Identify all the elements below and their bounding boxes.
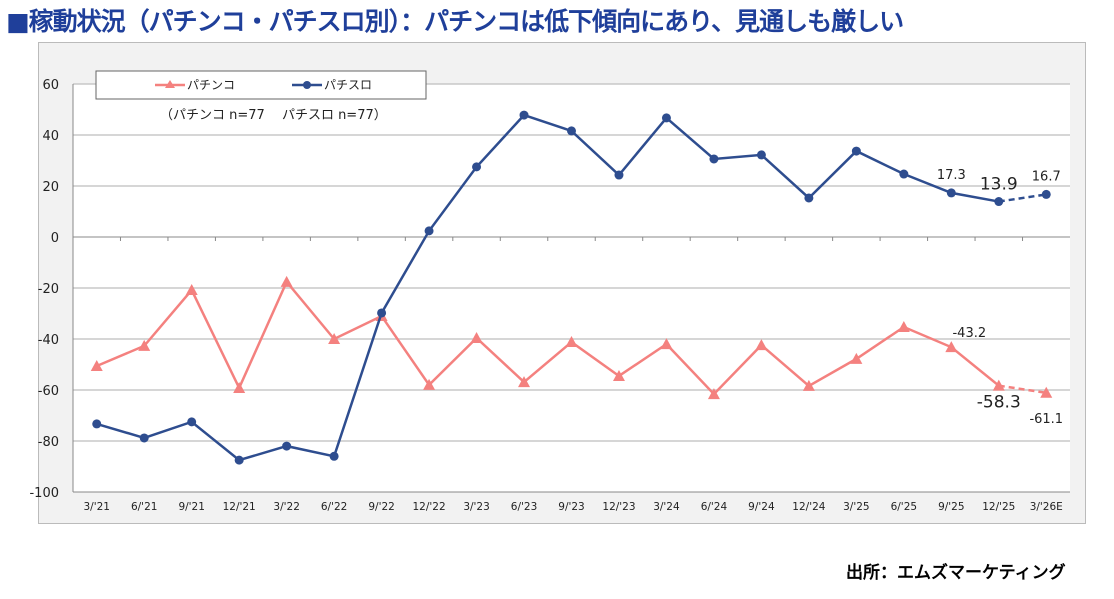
data-point — [328, 333, 341, 344]
y-tick-label: -60 — [38, 384, 59, 399]
y-tick-label: -40 — [38, 333, 59, 348]
x-tick-label: 12/'22 — [412, 501, 445, 513]
data-point — [280, 275, 293, 287]
x-tick-label: 9/'21 — [178, 501, 204, 513]
x-tick-label: 3/'21 — [84, 501, 110, 513]
data-point — [90, 360, 103, 372]
legend — [95, 70, 427, 100]
data-point — [329, 451, 339, 461]
data-point — [519, 110, 529, 120]
data-point — [518, 376, 531, 388]
data-label: 16.7 — [1032, 169, 1061, 184]
data-point — [233, 381, 246, 393]
data-point — [423, 378, 436, 390]
data-point — [994, 197, 1004, 207]
x-tick-label: 6/'21 — [131, 501, 157, 513]
data-point — [804, 193, 814, 203]
sample-size-note: （パチンコ n=77 パチスロ n=77） — [160, 108, 387, 123]
data-label: -43.2 — [952, 326, 986, 341]
data-point — [755, 339, 768, 351]
x-tick-label: 9/'24 — [748, 501, 775, 513]
data-point — [234, 455, 244, 465]
data-point — [709, 154, 719, 164]
y-tick-label: 20 — [42, 180, 59, 195]
circle-icon — [303, 81, 311, 89]
data-point — [992, 379, 1005, 391]
data-point — [614, 170, 624, 180]
data-point — [707, 388, 720, 400]
data-label: -61.1 — [1029, 412, 1063, 427]
data-point — [1040, 386, 1053, 398]
data-point — [612, 369, 625, 381]
series-line-pachinko — [96, 279, 1000, 396]
y-tick-label: -80 — [38, 435, 59, 450]
data-point — [756, 150, 766, 160]
data-point — [185, 284, 198, 296]
series-line-pachislot — [96, 113, 1000, 462]
data-point — [899, 169, 909, 179]
data-point — [1041, 189, 1051, 199]
x-tick-label: 3/'23 — [463, 501, 489, 513]
data-point — [138, 339, 151, 351]
data-point — [946, 188, 956, 198]
x-tick-label: 12/'21 — [223, 501, 256, 513]
x-tick-label: 3/'25 — [843, 501, 869, 513]
x-tick-label: 9/'22 — [368, 501, 394, 513]
data-point — [282, 441, 292, 451]
y-tick-label: -100 — [29, 486, 59, 501]
data-point — [897, 321, 910, 333]
x-tick-label: 3/'26E — [1030, 501, 1063, 513]
data-label: -58.3 — [977, 393, 1021, 413]
x-tick-label: 6/'24 — [701, 501, 728, 513]
x-tick-label: 12/'25 — [982, 501, 1015, 513]
data-point — [565, 336, 578, 348]
page-title: ■稼動状況（パチンコ・パチスロ別）：パチンコは低下傾向にあり、見通しも厳しい — [6, 7, 904, 36]
data-point — [945, 341, 958, 353]
data-point — [850, 352, 863, 364]
x-tick-label: 12/'24 — [792, 501, 825, 513]
x-tick-label: 12/'23 — [602, 501, 635, 513]
data-label: 13.9 — [980, 175, 1018, 195]
data-point — [470, 331, 483, 343]
x-tick-label: 3/'24 — [653, 501, 680, 513]
data-label: 17.3 — [937, 168, 966, 183]
data-point — [851, 146, 861, 156]
data-point — [424, 226, 434, 236]
series-forecast-line — [998, 193, 1047, 203]
data-point — [661, 113, 671, 123]
data-point — [660, 338, 673, 350]
y-tick-label: 60 — [42, 78, 59, 93]
x-tick-label: 6/'25 — [891, 501, 917, 513]
data-point — [139, 433, 149, 443]
y-tick-label: 0 — [51, 231, 59, 246]
y-tick-label: 40 — [42, 129, 59, 144]
data-point — [567, 126, 576, 136]
series-forecast-line — [998, 384, 1047, 395]
data-point — [472, 162, 482, 172]
data-point — [802, 379, 815, 391]
source-note: 出所：エムズマーケティング — [846, 563, 1066, 583]
legend-label: パチスロ — [324, 78, 372, 92]
data-point — [92, 419, 102, 429]
legend-label: パチンコ — [187, 78, 235, 92]
x-tick-label: 9/'23 — [558, 501, 584, 513]
x-tick-label: 6/'23 — [511, 501, 537, 513]
y-tick-label: -20 — [38, 282, 59, 297]
x-tick-label: 3/'22 — [273, 501, 299, 513]
triangle-icon — [165, 80, 175, 88]
x-tick-label: 6/'22 — [321, 501, 347, 513]
data-point — [377, 308, 387, 318]
x-tick-label: 9/'25 — [938, 501, 964, 513]
data-point — [187, 417, 197, 427]
